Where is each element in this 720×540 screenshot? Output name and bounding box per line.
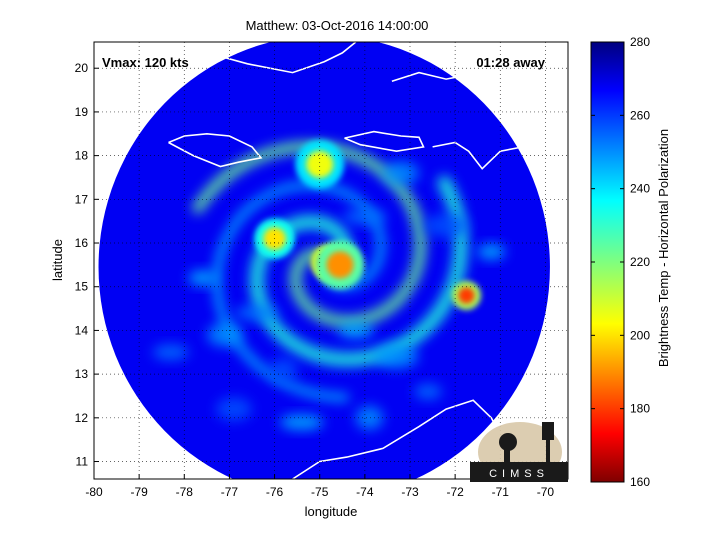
colorbar	[590, 41, 625, 483]
x-tick-label: -74	[356, 485, 374, 499]
y-tick-label: 18	[75, 149, 89, 163]
y-tick-label: 16	[75, 236, 89, 250]
satellite-dish-icon	[499, 433, 517, 451]
y-tick-label: 12	[75, 411, 89, 425]
vmax-annotation: Vmax: 120 kts	[102, 55, 189, 70]
y-tick-label: 20	[75, 61, 89, 75]
cimss-logo: CIMSS	[470, 422, 568, 482]
x-tick-label: -75	[311, 485, 329, 499]
convective-blob	[188, 269, 217, 286]
convective-blob	[234, 304, 279, 321]
y-tick-label: 17	[75, 192, 89, 206]
x-tick-label: -78	[176, 485, 194, 499]
y-tick-label: 11	[76, 455, 89, 469]
water-tower-icon	[542, 422, 554, 440]
convective-blob	[206, 322, 243, 347]
colorbar-tick-label: 240	[630, 182, 650, 196]
colorbar-tick-label: 200	[630, 328, 650, 342]
x-tick-label: -77	[221, 485, 239, 499]
x-tick-label: -80	[85, 485, 103, 499]
convective-blob	[414, 383, 443, 400]
band-north	[306, 150, 334, 178]
x-ticks: -80 -79 -78 -77 -76 -75 -74 -73 -72 -71 -70	[85, 474, 554, 499]
logo-text: CIMSS	[489, 468, 549, 480]
x-axis-label: longitude	[305, 504, 358, 519]
convective-blob	[424, 213, 469, 238]
rain-band	[249, 175, 468, 367]
feature-layer	[152, 139, 506, 431]
grid	[94, 42, 568, 479]
x-tick-label: -76	[266, 485, 284, 499]
convective-blob	[269, 357, 298, 382]
y-tick-label: 13	[75, 367, 89, 381]
coast-hispaniola-south	[432, 137, 564, 170]
x-tick-label: -73	[401, 485, 419, 499]
colorbar-label: Brightness Temp - Horizontal Polarizatio…	[656, 129, 671, 367]
coast-haiti	[344, 130, 425, 153]
y-tick-label: 14	[75, 323, 89, 337]
colorbar-tick-label: 260	[630, 108, 650, 122]
time-away-annotation: 01:28 away	[476, 55, 545, 70]
convective-blob	[374, 344, 419, 369]
x-tick-label: -71	[492, 485, 510, 499]
convective-blob	[337, 322, 374, 339]
colorbar-tick-label: 160	[630, 475, 650, 489]
chart-title: Matthew: 03-Oct-2016 14:00:00	[246, 18, 429, 33]
convective-blob	[342, 208, 387, 225]
convective-blob	[279, 414, 324, 431]
eyewall	[326, 251, 354, 279]
y-axis-label: latitude	[50, 239, 65, 281]
x-tick-label: -79	[130, 485, 148, 499]
coast-colombia	[292, 399, 502, 479]
x-tick-label: -72	[446, 485, 464, 499]
convective-blob	[477, 243, 506, 260]
colorbar-tick-label: 220	[630, 255, 650, 269]
convective-blob	[382, 161, 419, 186]
coast-jamaica	[168, 132, 263, 168]
y-tick-label: 15	[75, 280, 89, 294]
plot-border	[93, 41, 569, 480]
x-tick-label: -70	[537, 485, 555, 499]
colorbar-tick-label: 180	[630, 402, 650, 416]
y-ticks: 11 12 13 14 15 16 17 18 19 20	[75, 61, 99, 469]
convective-blob	[355, 405, 384, 430]
coastlines	[168, 42, 565, 479]
coast-hispaniola-north	[391, 69, 565, 108]
convective-cell	[458, 287, 475, 304]
convective-blob	[152, 344, 189, 361]
colorbar-tick-label: 280	[630, 35, 650, 49]
convective-blob	[215, 397, 252, 422]
colorbar-ticks: 160 180 200 220 240 260 280	[591, 35, 650, 489]
coast-cuba	[192, 42, 357, 74]
y-tick-label: 19	[75, 105, 89, 119]
